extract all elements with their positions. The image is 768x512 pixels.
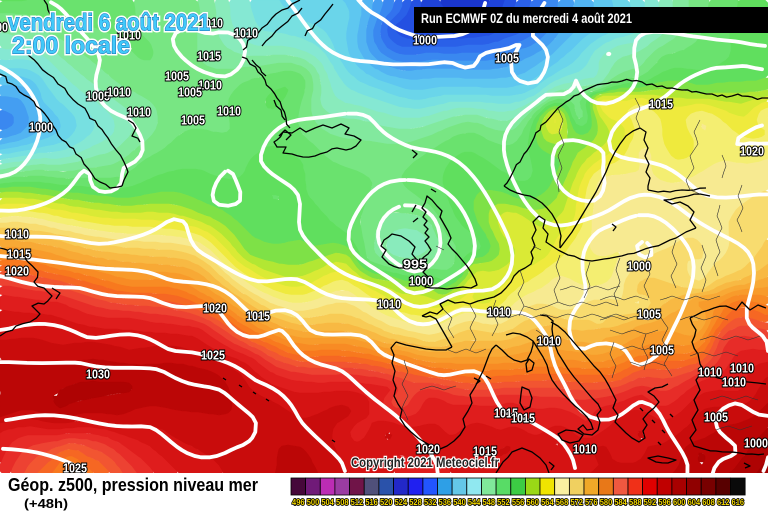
svg-text:596: 596: [658, 497, 671, 507]
svg-text:1015: 1015: [197, 50, 221, 64]
svg-text:512: 512: [351, 497, 364, 507]
svg-text:1020: 1020: [416, 443, 440, 457]
svg-text:548: 548: [483, 497, 496, 507]
svg-text:1020: 1020: [203, 302, 227, 316]
svg-text:1010: 1010: [537, 335, 561, 349]
svg-text:584: 584: [614, 497, 627, 507]
svg-text:1010: 1010: [722, 376, 746, 390]
svg-text:564: 564: [541, 497, 554, 507]
svg-text:vendredi 6 août 2021: vendredi 6 août 2021: [8, 10, 210, 37]
svg-text:1025: 1025: [201, 349, 225, 363]
svg-text:1010: 1010: [127, 106, 151, 120]
svg-text:576: 576: [585, 497, 598, 507]
svg-text:544: 544: [468, 497, 481, 507]
svg-text:1000: 1000: [409, 275, 433, 289]
svg-text:504: 504: [321, 497, 334, 507]
svg-text:608: 608: [702, 497, 715, 507]
svg-text:1010: 1010: [377, 298, 401, 312]
svg-text:Copyright 2021 Meteociel.fr: Copyright 2021 Meteociel.fr: [351, 455, 500, 470]
svg-text:1005: 1005: [637, 308, 661, 322]
svg-text:1005: 1005: [86, 90, 110, 104]
svg-text:524: 524: [395, 497, 408, 507]
svg-text:1010: 1010: [198, 79, 222, 93]
svg-text:1010: 1010: [199, 17, 223, 31]
svg-text:532: 532: [424, 497, 437, 507]
svg-text:1015: 1015: [246, 310, 270, 324]
svg-text:540: 540: [453, 497, 466, 507]
svg-text:2:00 locale: 2:00 locale: [12, 33, 130, 60]
svg-text:500: 500: [307, 497, 320, 507]
svg-text:995: 995: [403, 258, 427, 272]
svg-text:612: 612: [717, 497, 730, 507]
svg-text:1005: 1005: [165, 70, 189, 84]
svg-text:1015: 1015: [473, 445, 497, 459]
svg-text:1010: 1010: [5, 228, 29, 242]
svg-text:1010: 1010: [217, 105, 241, 119]
svg-text:1000: 1000: [413, 34, 437, 48]
svg-text:520: 520: [380, 497, 393, 507]
svg-text:1005: 1005: [178, 86, 202, 100]
svg-text:536: 536: [439, 497, 452, 507]
svg-text:1015: 1015: [7, 248, 31, 262]
svg-text:1010: 1010: [107, 86, 131, 100]
svg-text:1000: 1000: [627, 260, 651, 274]
svg-text:516: 516: [365, 497, 378, 507]
svg-text:1020: 1020: [740, 145, 764, 159]
svg-text:1010: 1010: [730, 362, 754, 376]
svg-text:1000: 1000: [29, 121, 53, 135]
svg-text:1010: 1010: [573, 443, 597, 457]
svg-text:560: 560: [526, 497, 539, 507]
svg-text:1010: 1010: [698, 366, 722, 380]
svg-text:1005: 1005: [650, 344, 674, 358]
svg-text:1005: 1005: [704, 411, 728, 425]
svg-text:580: 580: [600, 497, 613, 507]
svg-text:568: 568: [556, 497, 569, 507]
svg-text:1005: 1005: [181, 114, 205, 128]
svg-text:556: 556: [512, 497, 525, 507]
svg-text:588: 588: [629, 497, 642, 507]
svg-text:(+48h): (+48h): [24, 496, 68, 511]
svg-text:2:00 locale: 2:00 locale: [12, 33, 130, 60]
svg-text:1015: 1015: [494, 407, 518, 421]
svg-text:496: 496: [292, 497, 305, 507]
svg-text:528: 528: [409, 497, 422, 507]
svg-text:600: 600: [673, 497, 686, 507]
svg-text:1020: 1020: [5, 265, 29, 279]
svg-text:1000: 1000: [0, 21, 8, 35]
svg-text:508: 508: [336, 497, 349, 507]
svg-text:1000: 1000: [744, 437, 768, 451]
svg-text:1015: 1015: [511, 412, 535, 426]
svg-text:1030: 1030: [86, 368, 110, 382]
svg-text:1005: 1005: [495, 52, 519, 66]
svg-text:552: 552: [497, 497, 510, 507]
svg-text:1025: 1025: [63, 462, 87, 476]
svg-text:1015: 1015: [649, 98, 673, 112]
svg-text:616: 616: [732, 497, 745, 507]
svg-text:604: 604: [688, 497, 701, 507]
svg-text:vendredi 6 août 2021: vendredi 6 août 2021: [8, 10, 210, 37]
svg-text:Géop. z500, pression niveau me: Géop. z500, pression niveau mer: [8, 475, 258, 495]
svg-text:Run ECMWF 0Z du mercredi 4 aoû: Run ECMWF 0Z du mercredi 4 août 2021: [421, 11, 632, 26]
svg-text:592: 592: [644, 497, 657, 507]
svg-text:1010: 1010: [487, 306, 511, 320]
svg-text:572: 572: [570, 497, 583, 507]
svg-text:1010: 1010: [234, 27, 258, 41]
svg-text:1010: 1010: [117, 29, 141, 43]
